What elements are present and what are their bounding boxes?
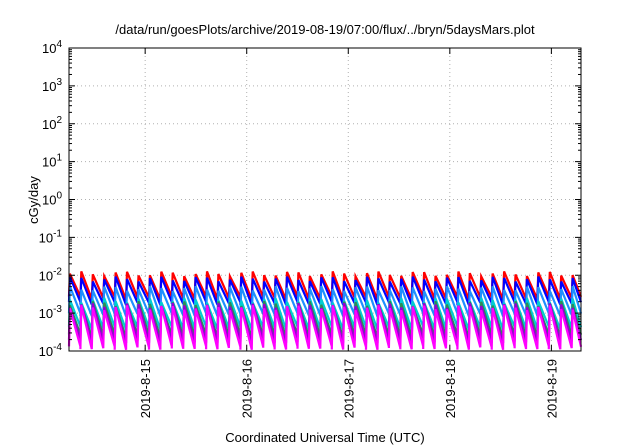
y-axis-label: cGy/day [26,176,41,224]
y-axis: 10-4 10-3 10-2 10-1 100 101 102 103 104 [39,39,581,359]
x-tick-label: 2019-8-17 [341,359,356,418]
y-tick-label: 10-1 [39,228,63,245]
y-tick-label: 10-2 [39,266,63,283]
x-axis: 2019-8-15 2019-8-16 2019-8-17 2019-8-18 2019… [138,48,559,418]
y-tick-label: 101 [42,153,62,170]
series-line [67,305,583,350]
x-tick-label: 2019-8-15 [138,359,153,418]
chart-title: /data/run/goesPlots/archive/2019-08-19/0… [115,22,535,37]
y-tick-label: 102 [42,115,62,132]
y-tick-label: 10-3 [39,304,63,321]
y-tick-label: 10-4 [39,342,63,359]
y-tick-label: 104 [42,39,62,56]
x-tick-label: 2019-8-18 [443,359,458,418]
series-layer [67,270,583,350]
x-axis-label: Coordinated Universal Time (UTC) [225,430,424,445]
x-tick-label: 2019-8-19 [544,359,559,418]
y-tick-label: 100 [42,191,62,208]
x-tick-label: 2019-8-16 [240,359,255,418]
y-tick-label: 103 [42,77,62,94]
